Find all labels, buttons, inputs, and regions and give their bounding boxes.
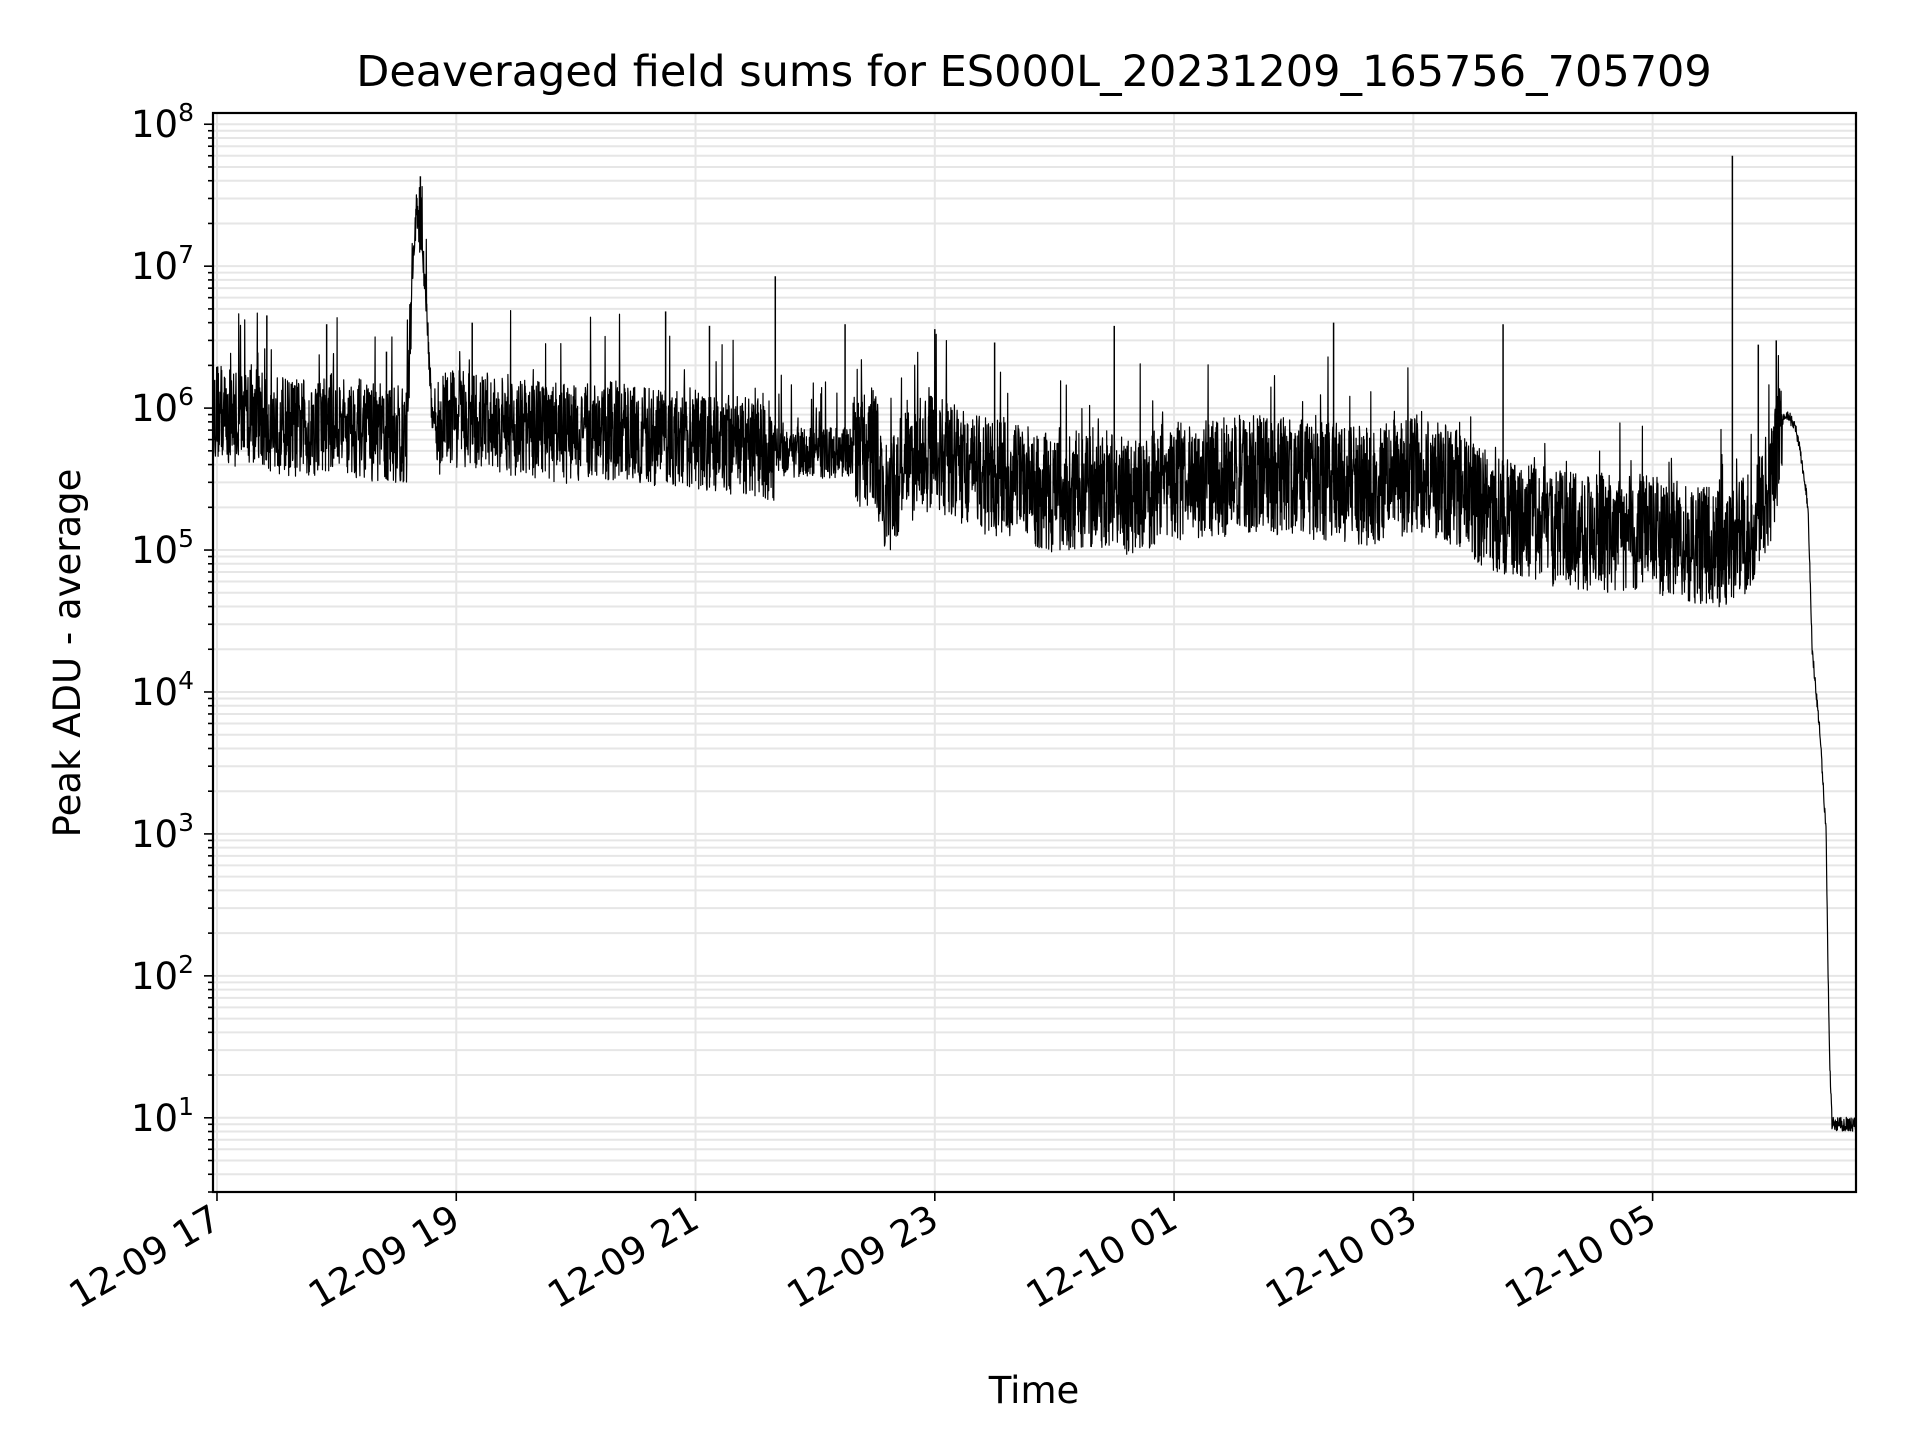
y-tick-label: 105 <box>131 524 194 572</box>
y-tick-exponent: 6 <box>178 382 194 411</box>
y-tick-exponent: 2 <box>178 950 194 979</box>
y-tick-base: 10 <box>131 387 178 430</box>
y-tick-exponent: 5 <box>178 524 194 553</box>
y-tick-base: 10 <box>131 245 178 288</box>
y-tick-label: 104 <box>131 666 194 714</box>
y-tick-label: 102 <box>131 950 194 998</box>
series-line <box>212 186 1857 1132</box>
y-tick-label: 107 <box>131 240 194 288</box>
plot-frame <box>211 111 1858 1194</box>
y-tick-label: 106 <box>131 382 194 430</box>
y-tick-base: 10 <box>131 671 178 714</box>
y-tick-label: 108 <box>131 98 194 146</box>
x-axis-label: Time <box>988 1369 1080 1412</box>
y-tick-base: 10 <box>131 813 178 856</box>
y-tick-label: 103 <box>131 808 194 856</box>
y-tick-exponent: 8 <box>178 98 194 127</box>
y-tick-base: 10 <box>131 955 178 998</box>
y-tick-exponent: 1 <box>178 1092 194 1121</box>
y-axis-label: Peak ADU - average <box>46 469 89 838</box>
series-layer <box>212 155 1857 1132</box>
y-tick-exponent: 7 <box>178 240 194 269</box>
chart-title: Deaveraged field sums for ES000L_2023120… <box>356 47 1712 97</box>
y-tick-label: 101 <box>131 1092 194 1140</box>
y-tick-base: 10 <box>131 1097 178 1140</box>
y-tick-exponent: 4 <box>178 666 194 695</box>
y-tick-base: 10 <box>131 103 178 146</box>
y-tick-base: 10 <box>131 529 178 572</box>
grid-layer <box>213 113 1856 1193</box>
y-tick-exponent: 3 <box>178 808 194 837</box>
